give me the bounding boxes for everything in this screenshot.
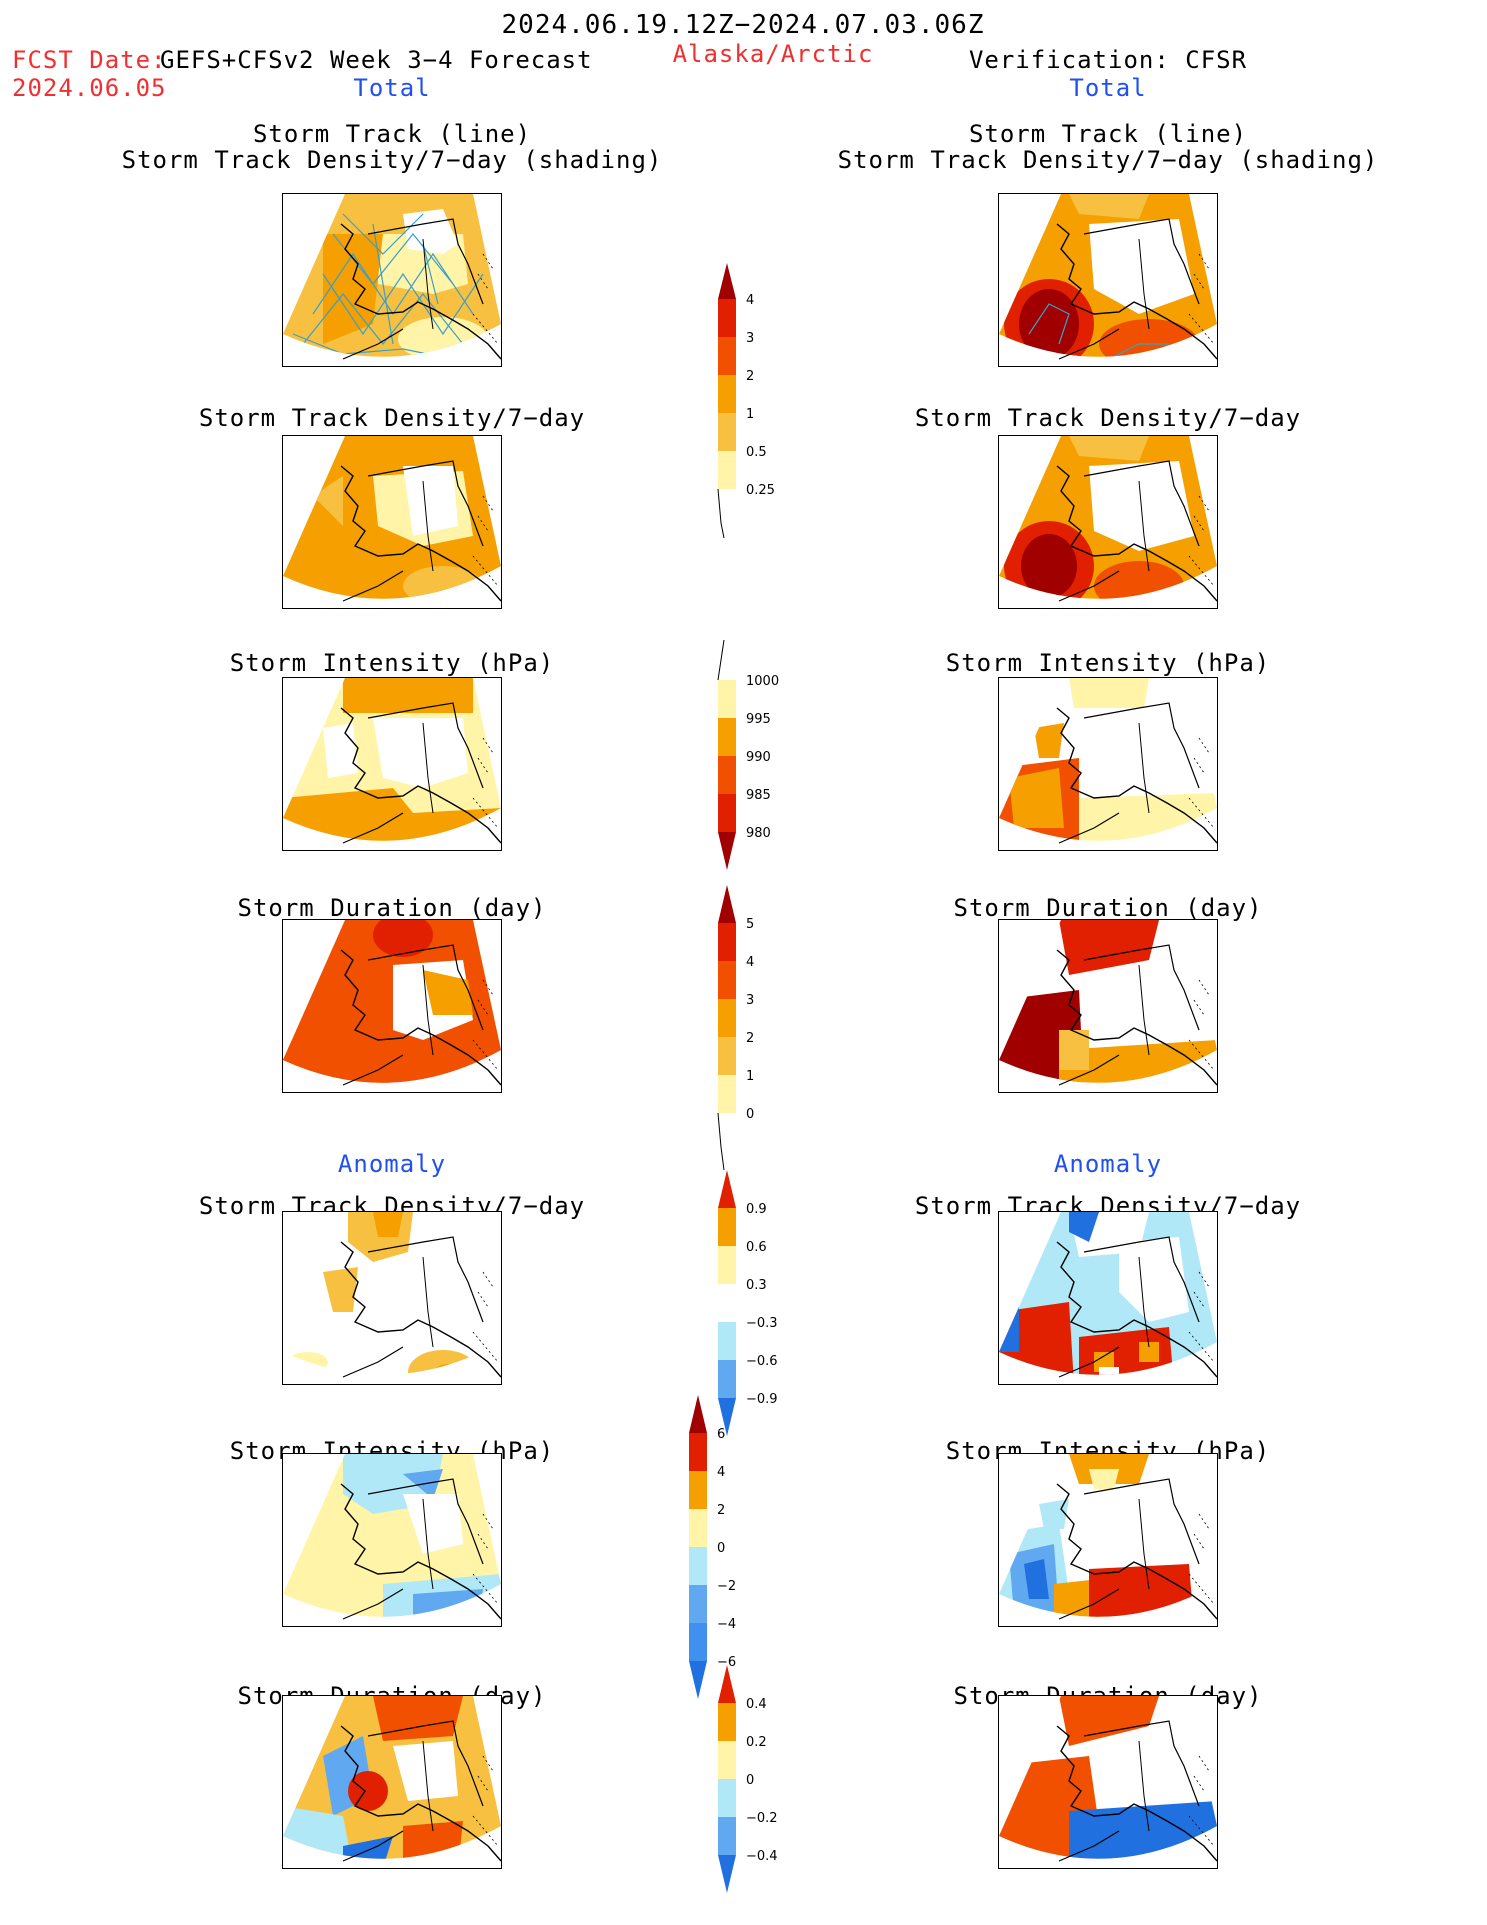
colorbar-duration-anom: 0.4 0.2 0 −0.2 −0.4 <box>712 1665 802 1910</box>
colorbar-intensity-total: 1000 995 990 985 980 <box>712 640 802 880</box>
tick-density-total: 0.5 <box>746 445 767 460</box>
tick-density-total: 3 <box>746 331 755 346</box>
tick-intensity-anom: 4 <box>717 1465 726 1480</box>
map-right-anom-intensity <box>998 1453 1218 1627</box>
tick-density-anom: −0.6 <box>746 1354 778 1369</box>
total-label-right: Total <box>1069 74 1147 102</box>
tick-intensity-anom: 6 <box>717 1427 726 1442</box>
map-right-track <box>998 193 1218 367</box>
tick-intensity-anom: −6 <box>717 1655 737 1670</box>
colorbar-density-total: 4 3 2 1 0.5 0.25 <box>712 263 792 538</box>
map-right-anom-duration <box>998 1695 1218 1869</box>
title-left-duration: Storm Duration (day) <box>237 894 547 922</box>
tick-density-anom: 0.9 <box>746 1202 767 1217</box>
period-title: 2024.06.19.12Z−2024.07.03.06Z <box>501 10 985 40</box>
tick-intensity-total: 995 <box>746 712 771 727</box>
title-left-track-shading: Storm Track Density/7−day (shading) <box>121 146 663 174</box>
fcst-date-value: 2024.06.05 <box>12 74 167 102</box>
verification-label: Verification: CFSR <box>968 46 1248 74</box>
map-left-anom-duration <box>282 1695 502 1869</box>
title-right-density: Storm Track Density/7−day <box>914 404 1302 432</box>
tick-duration-total: 4 <box>746 955 755 970</box>
tick-duration-anom: −0.4 <box>746 1849 778 1864</box>
tick-duration-anom: 0.4 <box>746 1697 767 1712</box>
tick-intensity-anom: 0 <box>717 1541 726 1556</box>
tick-duration-total: 1 <box>746 1069 755 1084</box>
map-right-duration <box>998 919 1218 1093</box>
title-right-duration: Storm Duration (day) <box>953 894 1263 922</box>
map-left-density <box>282 435 502 609</box>
tick-duration-total: 3 <box>746 993 755 1008</box>
tick-density-total: 2 <box>746 369 755 384</box>
map-left-duration <box>282 919 502 1093</box>
tick-intensity-total: 990 <box>746 750 771 765</box>
tick-duration-anom: 0.2 <box>746 1735 767 1750</box>
region-label: Alaska/Arctic <box>672 40 874 68</box>
fcst-date-label: FCST Date: <box>12 46 167 74</box>
colorbar-intensity-anom: 6 4 2 0 −2 −4 −6 <box>683 1395 773 1715</box>
tick-duration-anom: 0 <box>746 1773 755 1788</box>
colorbar-duration-total: 5 4 3 2 1 0 <box>712 885 792 1170</box>
anomaly-label-right: Anomaly <box>1053 1150 1163 1178</box>
title-left-track-line: Storm Track (line) <box>252 120 532 148</box>
tick-duration-total: 0 <box>746 1107 755 1122</box>
tick-density-anom: −0.3 <box>746 1316 778 1331</box>
map-left-track <box>282 193 502 367</box>
map-left-intensity <box>282 677 502 851</box>
tick-density-total: 4 <box>746 293 755 308</box>
title-left-intensity: Storm Intensity (hPa) <box>229 649 555 677</box>
map-right-anom-density <box>998 1211 1218 1385</box>
tick-duration-total: 5 <box>746 917 755 932</box>
tick-intensity-anom: 2 <box>717 1503 726 1518</box>
map-right-intensity <box>998 677 1218 851</box>
tick-density-total: 1 <box>746 407 755 422</box>
colorbar-density-anom: 0.9 0.6 0.3 −0.3 −0.6 −0.9 <box>712 1170 802 1450</box>
tick-intensity-anom: −4 <box>717 1617 737 1632</box>
forecast-description: GEFS+CFSv2 Week 3−4 Forecast <box>160 46 593 74</box>
tick-density-anom: −0.9 <box>746 1392 778 1407</box>
anomaly-label-left: Anomaly <box>337 1150 447 1178</box>
map-right-density <box>998 435 1218 609</box>
tick-intensity-total: 985 <box>746 788 771 803</box>
tick-density-total: 0.25 <box>746 483 775 498</box>
tick-density-anom: 0.3 <box>746 1278 767 1293</box>
tick-duration-anom: −0.2 <box>746 1811 778 1826</box>
tick-intensity-total: 1000 <box>746 674 780 689</box>
map-left-anom-intensity <box>282 1453 502 1627</box>
title-right-track-line: Storm Track (line) <box>968 120 1248 148</box>
tick-duration-total: 2 <box>746 1031 755 1046</box>
title-right-intensity: Storm Intensity (hPa) <box>945 649 1271 677</box>
tick-density-anom: 0.6 <box>746 1240 767 1255</box>
map-left-anom-density <box>282 1211 502 1385</box>
title-right-track-shading: Storm Track Density/7−day (shading) <box>837 146 1379 174</box>
tick-intensity-anom: −2 <box>717 1579 737 1594</box>
total-label-left: Total <box>353 74 431 102</box>
title-left-density: Storm Track Density/7−day <box>198 404 586 432</box>
tick-intensity-total: 980 <box>746 826 771 841</box>
